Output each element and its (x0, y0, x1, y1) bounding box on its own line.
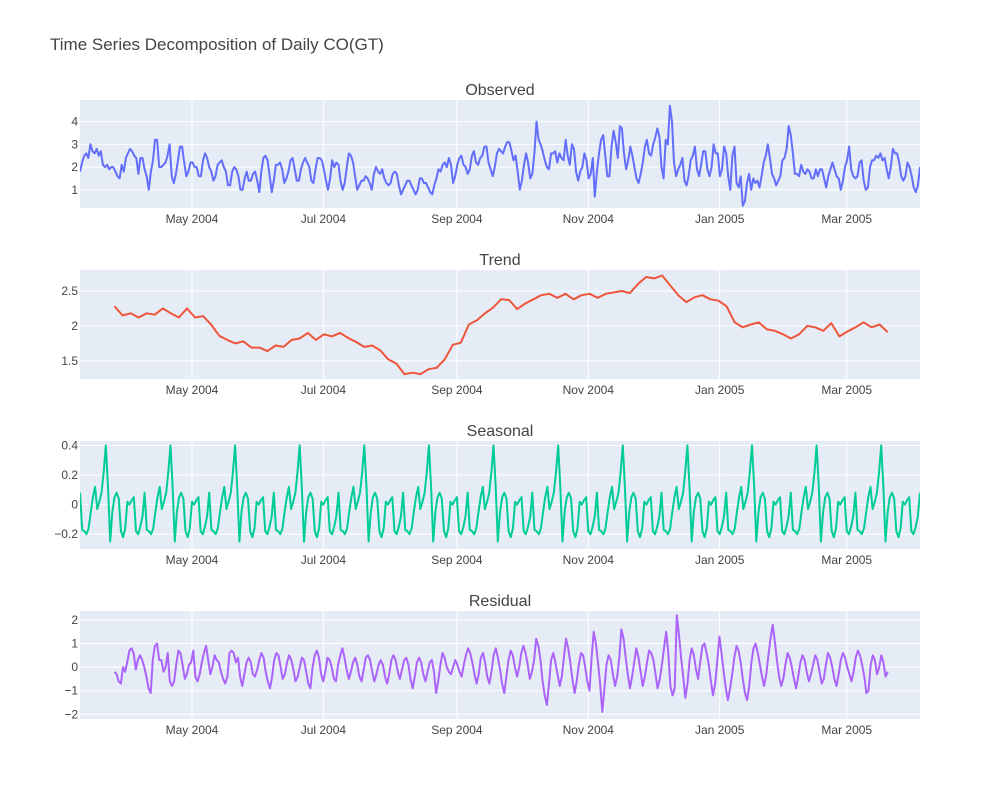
x-tick-label: Nov 2004 (563, 553, 615, 567)
y-tick-label: 0 (71, 660, 78, 674)
x-tick-label: Jan 2005 (695, 553, 745, 567)
y-tick-label: 0.2 (61, 468, 78, 482)
x-tick-label: Mar 2005 (821, 383, 872, 397)
y-tick-label: 2 (71, 160, 78, 174)
subplot-title: Residual (469, 593, 531, 610)
y-tick-label: −2 (64, 707, 78, 721)
x-tick-label: May 2004 (166, 723, 219, 737)
y-tick-label: 4 (71, 115, 78, 129)
x-tick-label: Sep 2004 (431, 723, 483, 737)
plot-background (80, 270, 920, 379)
series-line-observed (80, 104, 920, 207)
subplot-title: Trend (479, 252, 520, 269)
x-tick-label: Jul 2004 (301, 553, 347, 567)
panel-observed: May 2004 Jul 2004 Sep 2004 Nov 2004 Jan 2005… (71, 82, 920, 226)
x-tick-label: Jan 2005 (695, 212, 745, 226)
x-tick-label: May 2004 (166, 212, 219, 226)
x-tick-label: Sep 2004 (431, 553, 483, 567)
y-tick-label: 0 (71, 498, 78, 512)
x-tick-label: Jan 2005 (695, 723, 745, 737)
series-line-trend (113, 274, 889, 376)
x-tick-label: Nov 2004 (563, 383, 615, 397)
y-tick-label: 1 (71, 183, 78, 197)
series-line-seasonal (80, 444, 920, 543)
x-tick-label: Mar 2005 (821, 553, 872, 567)
y-tick-label: 1 (71, 637, 78, 651)
x-tick-label: May 2004 (166, 553, 219, 567)
x-tick-label: Mar 2005 (821, 212, 872, 226)
x-tick-label: Nov 2004 (563, 212, 615, 226)
x-tick-label: Sep 2004 (431, 212, 483, 226)
x-tick-label: Mar 2005 (821, 723, 872, 737)
plot-background (80, 441, 920, 549)
x-tick-label: May 2004 (166, 383, 219, 397)
panel-trend: May 2004 Jul 2004 Sep 2004 Nov 2004 Jan 2005… (61, 252, 920, 397)
y-tick-label: 3 (71, 137, 78, 151)
subplot-title: Seasonal (467, 423, 534, 440)
y-tick-label: 2.5 (61, 284, 78, 298)
panel-seasonal: May 2004 Jul 2004 Sep 2004 Nov 2004 Jan 2005… (54, 423, 920, 567)
x-tick-label: Jul 2004 (301, 212, 347, 226)
x-tick-label: Sep 2004 (431, 383, 483, 397)
y-tick-label: 2 (71, 319, 78, 333)
y-tick-label: −1 (64, 684, 78, 698)
y-tick-label: −0.2 (54, 527, 78, 541)
series-line-residual (113, 614, 889, 713)
x-tick-label: Jul 2004 (301, 383, 347, 397)
x-tick-label: Jul 2004 (301, 723, 347, 737)
x-tick-label: Nov 2004 (563, 723, 615, 737)
y-tick-label: 0.4 (61, 438, 78, 452)
x-tick-label: Jan 2005 (695, 383, 745, 397)
panel-residual: May 2004 Jul 2004 Sep 2004 Nov 2004 Jan 2005… (64, 593, 920, 737)
y-tick-label: 1.5 (61, 354, 78, 368)
chart-title: Time Series Decomposition of Daily CO(GT… (50, 35, 384, 54)
subplot-title: Observed (465, 82, 534, 99)
y-tick-label: 2 (71, 613, 78, 627)
